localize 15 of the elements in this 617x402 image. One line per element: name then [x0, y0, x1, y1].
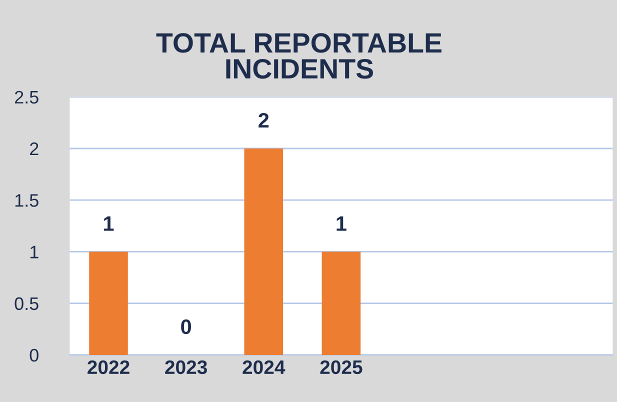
- y-tick-label: 1.5: [15, 194, 38, 207]
- x-tick-label: 2022: [88, 360, 130, 374]
- y-tick-label: 1: [30, 246, 38, 258]
- x-tick-label: 2024: [242, 360, 286, 374]
- y-tick-label: 2.5: [14, 90, 38, 104]
- data-label: 2: [258, 112, 269, 128]
- data-label: 0: [181, 319, 192, 334]
- x-tick-label: 2025: [320, 360, 362, 374]
- chart-title: TOTAL REPORTABLE INCIDENTS: [156, 33, 442, 79]
- y-tick-label: 2: [30, 142, 38, 156]
- y-tick-label: 0.5: [14, 297, 38, 310]
- data-label: 1: [336, 216, 346, 231]
- x-tick-label: 2023: [165, 360, 207, 374]
- y-tick-label: 0: [30, 348, 38, 362]
- data-label: 1: [104, 216, 114, 231]
